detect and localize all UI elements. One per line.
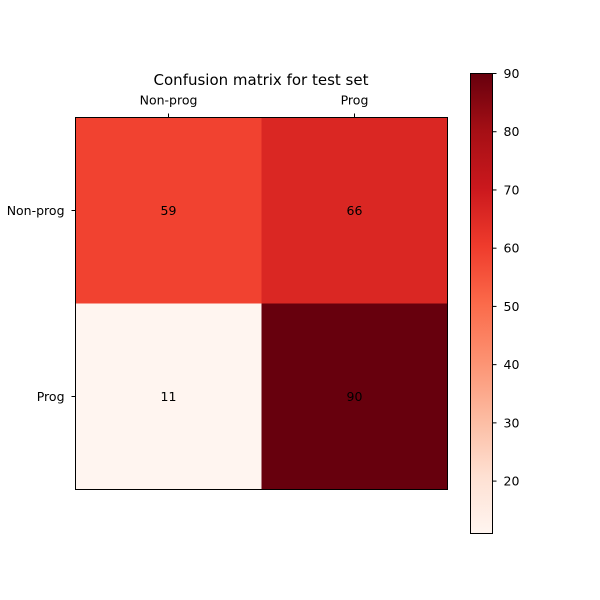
colorbar-gradient bbox=[470, 73, 493, 534]
heatmap-cells bbox=[75, 117, 448, 490]
colorbar-tick-label: 30 bbox=[504, 415, 520, 430]
y-tick-label: Non-prog bbox=[7, 203, 65, 218]
cell-value-label: 90 bbox=[347, 389, 363, 404]
colorbar-tick-label: 80 bbox=[504, 124, 520, 139]
colorbar-tick-label: 60 bbox=[504, 241, 520, 256]
cell-value-label: 66 bbox=[347, 203, 363, 218]
heatmap-cell bbox=[261, 117, 448, 304]
heatmap-cell bbox=[75, 303, 262, 490]
cell-value-label: 11 bbox=[161, 389, 177, 404]
chart-title: Confusion matrix for test set bbox=[154, 71, 369, 89]
colorbar-tick-label: 20 bbox=[504, 474, 520, 489]
colorbar: 20 30 40 50 60 70 80 90 bbox=[470, 66, 520, 534]
plot-frame bbox=[75, 117, 448, 490]
y-axis-ticks: Non-prog Prog bbox=[7, 203, 76, 404]
cell-value-label: 59 bbox=[161, 203, 177, 218]
heatmap-cell bbox=[75, 117, 262, 304]
y-tick-label: Prog bbox=[37, 389, 65, 404]
x-tick-label: Prog bbox=[341, 93, 369, 108]
x-axis-ticks: Non-prog Prog bbox=[140, 93, 369, 118]
colorbar-tick-label: 50 bbox=[504, 299, 520, 314]
colorbar-tick-label: 70 bbox=[504, 182, 520, 197]
colorbar-tick-label: 40 bbox=[504, 357, 520, 372]
colorbar-tick-label: 90 bbox=[504, 66, 520, 81]
heatmap-cell bbox=[261, 303, 448, 490]
x-tick-label: Non-prog bbox=[140, 93, 198, 108]
heatmap-cell-labels: 59 66 11 90 bbox=[161, 203, 363, 404]
